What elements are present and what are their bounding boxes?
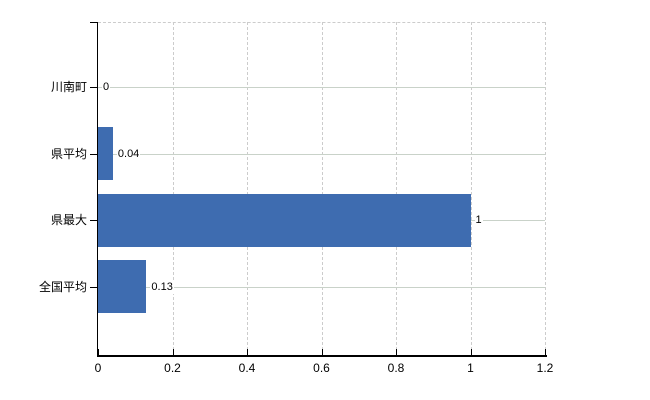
bar: [98, 260, 147, 313]
x-axis-tick: [545, 349, 546, 355]
bar-value-label: 0.04: [116, 146, 141, 161]
category-label: 全国平均: [38, 279, 87, 294]
y-axis-tick: [90, 220, 98, 221]
h-gridline: [98, 153, 545, 155]
v-gridline: [172, 22, 174, 355]
y-axis-tick: [90, 153, 98, 155]
bar: [98, 127, 113, 180]
v-gridline: [396, 22, 397, 355]
bar: [98, 193, 471, 247]
y-axis-tick: [90, 22, 98, 23]
y-axis-line: [96, 22, 98, 357]
h-gridline: [98, 87, 545, 88]
bar-value-label: 1: [474, 213, 483, 227]
x-axis-line: [96, 355, 547, 357]
x-axis-tick: [172, 349, 174, 355]
x-axis-tick: [321, 349, 323, 355]
x-tick-label: 0.8: [387, 361, 405, 375]
x-tick-label: 0.4: [238, 361, 256, 375]
v-gridline: [470, 22, 472, 355]
bar-value-label: 0.13: [150, 279, 174, 294]
v-gridline: [247, 22, 248, 355]
x-axis-tick: [247, 349, 248, 355]
x-axis-tick: [470, 349, 472, 355]
category-label: 県平均: [50, 146, 87, 161]
v-gridline: [545, 22, 546, 355]
h-gridline: [98, 286, 545, 288]
category-label: 川南町: [50, 80, 87, 94]
x-tick-label: 0.6: [313, 361, 330, 375]
x-axis-tick: [98, 349, 99, 355]
x-tick-label: 1: [467, 361, 474, 375]
y-axis-tick: [90, 286, 98, 288]
x-tick-label: 0.2: [164, 361, 181, 375]
bar-value-label: 0: [102, 80, 111, 94]
x-tick-label: 1.2: [536, 361, 554, 375]
x-tick-label: 0: [94, 361, 102, 375]
y-axis-tick: [90, 87, 98, 88]
category-label: 県最大: [50, 213, 87, 227]
x-axis-tick: [396, 349, 397, 355]
v-gridline: [321, 22, 323, 355]
